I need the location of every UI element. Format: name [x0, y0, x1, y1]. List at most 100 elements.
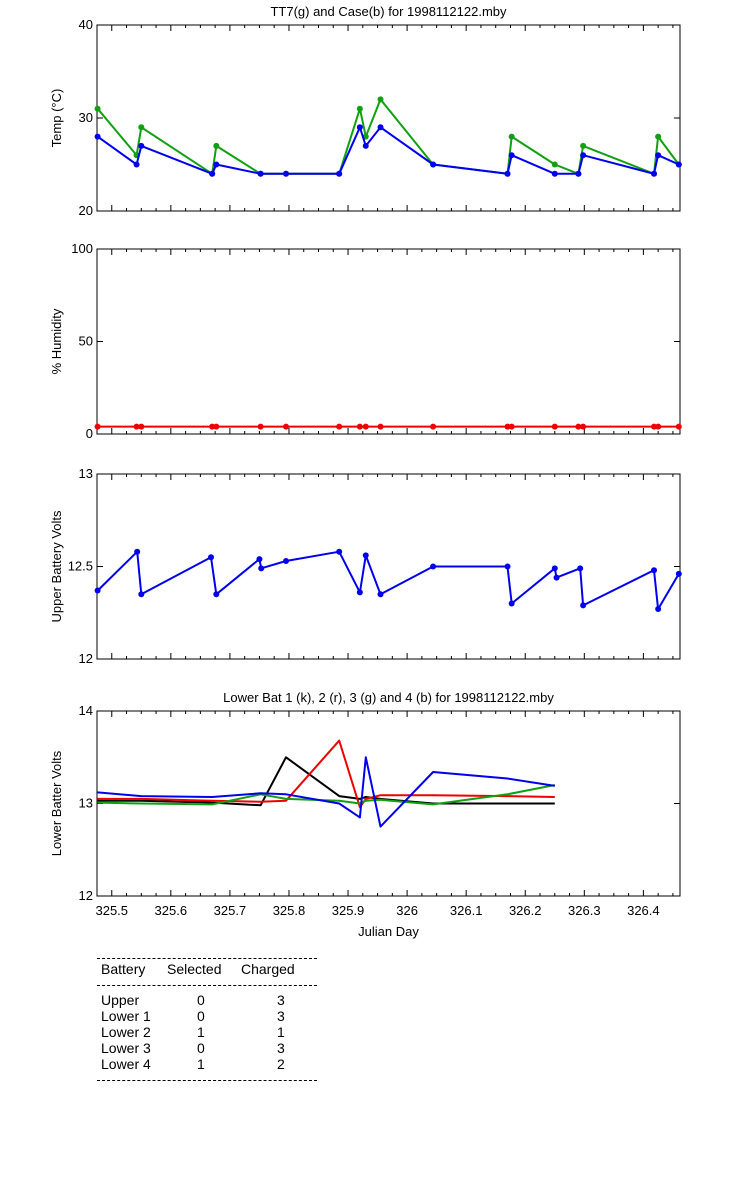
data-point — [356, 105, 363, 112]
plot-frame — [96, 473, 681, 660]
data-point — [377, 124, 384, 131]
data-point — [675, 423, 682, 430]
data-point — [655, 606, 662, 613]
table-row: Lower 2 1 1 — [97, 1024, 317, 1040]
cell-charged: 3 — [277, 1008, 285, 1024]
data-point — [133, 423, 140, 430]
data-point — [356, 589, 363, 596]
y-axis-label: Temp (°C) — [49, 89, 64, 148]
data-point — [655, 133, 662, 140]
data-point — [362, 552, 369, 559]
data-point — [377, 96, 384, 103]
data-point — [577, 565, 584, 572]
data-point — [336, 170, 343, 177]
data-point — [655, 152, 662, 159]
data-point — [551, 565, 558, 572]
y-tick-label: 13 — [79, 466, 93, 481]
header-selected: Selected — [167, 961, 222, 977]
data-point — [356, 124, 363, 131]
data-point — [356, 423, 363, 430]
table-bottom-rule — [97, 1080, 317, 1081]
data-point — [377, 423, 384, 430]
data-point — [551, 423, 558, 430]
series-line-3 — [97, 784, 555, 806]
series-line-1 — [96, 550, 680, 611]
data-point — [675, 570, 682, 577]
data-point — [508, 152, 515, 159]
x-tick-label: 326 — [396, 903, 418, 918]
cell-battery: Lower 4 — [101, 1056, 151, 1072]
data-point — [133, 161, 140, 168]
data-point — [651, 170, 658, 177]
table-row: Lower 3 0 3 — [97, 1040, 317, 1056]
series-line-4 — [97, 756, 555, 828]
y-tick-label: 50 — [79, 334, 93, 349]
data-point — [580, 602, 587, 609]
data-point — [94, 105, 101, 112]
x-tick-label: 325.9 — [332, 903, 365, 918]
x-tick-label: 325.8 — [273, 903, 306, 918]
plot-frame — [96, 248, 681, 435]
cell-selected: 0 — [197, 1008, 205, 1024]
data-point — [213, 423, 220, 430]
data-point — [580, 423, 587, 430]
data-point — [675, 161, 682, 168]
data-point — [209, 170, 216, 177]
data-point — [336, 423, 343, 430]
data-point — [213, 161, 220, 168]
x-tick-label: 325.5 — [95, 903, 128, 918]
data-point — [209, 423, 216, 430]
data-point — [208, 554, 215, 561]
chart-title: Lower Bat 1 (k), 2 (r), 3 (g) and 4 (b) … — [223, 690, 554, 705]
table-row: Lower 1 0 3 — [97, 1008, 317, 1024]
cell-charged: 3 — [277, 1040, 285, 1056]
data-point — [94, 423, 101, 430]
x-tick-label: 326.1 — [450, 903, 483, 918]
data-point — [336, 548, 343, 555]
x-tick-label: 325.6 — [155, 903, 188, 918]
data-point — [430, 161, 437, 168]
table-top-rule — [97, 958, 317, 959]
data-point — [213, 591, 220, 598]
data-point — [283, 557, 290, 564]
data-point — [551, 170, 558, 177]
y-axis-label: Lower Batter Volts — [49, 750, 64, 856]
data-point — [94, 587, 101, 594]
table-row: Lower 4 1 2 — [97, 1056, 317, 1072]
data-point — [580, 142, 587, 149]
data-point — [551, 161, 558, 168]
cell-selected: 0 — [197, 1040, 205, 1056]
data-point — [504, 170, 511, 177]
data-point — [256, 556, 263, 563]
data-point — [508, 133, 515, 140]
y-tick-label: 20 — [79, 203, 93, 218]
cell-charged: 2 — [277, 1056, 285, 1072]
y-axis-label: Upper Battery Volts — [49, 510, 64, 622]
battery-table: Battery Selected Charged Upper 0 3 Lower… — [97, 958, 317, 1081]
data-point — [362, 142, 369, 149]
data-point — [430, 563, 437, 570]
data-point — [283, 423, 290, 430]
x-tick-label: 326.2 — [509, 903, 542, 918]
data-point — [575, 423, 582, 430]
cell-battery: Upper — [101, 992, 140, 1008]
x-tick-label: 326.4 — [627, 903, 660, 918]
y-tick-label: 12.5 — [68, 559, 93, 574]
data-point — [580, 152, 587, 159]
x-axis-label: Julian Day — [358, 924, 419, 939]
data-point — [504, 563, 511, 570]
cell-selected: 1 — [197, 1056, 205, 1072]
data-point — [377, 591, 384, 598]
data-point — [258, 565, 265, 572]
data-point — [257, 170, 264, 177]
y-tick-label: 13 — [79, 796, 93, 811]
y-axis-label: % Humidity — [49, 308, 64, 374]
data-point — [575, 170, 582, 177]
y-tick-label: 100 — [71, 241, 93, 256]
chart-panel-2: 0 50 100 % Humidity — [49, 241, 682, 441]
series-line-2 — [97, 739, 555, 809]
data-point — [362, 423, 369, 430]
header-battery: Battery — [101, 961, 146, 977]
cell-charged: 1 — [277, 1024, 285, 1040]
